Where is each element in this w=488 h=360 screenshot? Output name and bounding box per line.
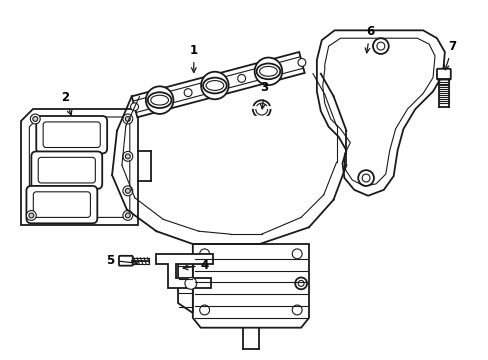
Polygon shape	[156, 254, 213, 288]
Ellipse shape	[150, 95, 168, 105]
FancyBboxPatch shape	[119, 256, 132, 266]
Circle shape	[297, 59, 305, 66]
Circle shape	[33, 117, 38, 121]
Circle shape	[125, 188, 130, 193]
Text: 4: 4	[183, 258, 208, 271]
Circle shape	[358, 170, 373, 186]
Text: 1: 1	[189, 44, 198, 72]
FancyBboxPatch shape	[38, 157, 95, 183]
Circle shape	[199, 249, 209, 259]
Text: 6: 6	[365, 25, 373, 53]
Circle shape	[30, 114, 40, 124]
Polygon shape	[192, 244, 308, 328]
Ellipse shape	[205, 81, 224, 90]
Circle shape	[254, 58, 282, 85]
Circle shape	[29, 213, 34, 218]
FancyBboxPatch shape	[33, 192, 90, 217]
Circle shape	[122, 152, 132, 161]
Circle shape	[252, 100, 270, 118]
Circle shape	[184, 89, 192, 96]
Circle shape	[376, 42, 384, 50]
Circle shape	[295, 278, 306, 289]
Circle shape	[362, 174, 369, 182]
FancyBboxPatch shape	[436, 69, 450, 80]
FancyBboxPatch shape	[43, 122, 100, 148]
Circle shape	[26, 211, 36, 220]
Circle shape	[125, 213, 130, 218]
Circle shape	[130, 103, 138, 111]
Circle shape	[184, 278, 196, 289]
Text: 2: 2	[61, 91, 72, 115]
Text: 7: 7	[444, 40, 456, 70]
Circle shape	[199, 305, 209, 315]
Text: 5: 5	[105, 254, 137, 267]
FancyBboxPatch shape	[26, 186, 97, 223]
Circle shape	[145, 86, 173, 114]
Circle shape	[255, 103, 267, 115]
FancyBboxPatch shape	[31, 152, 102, 189]
Circle shape	[292, 305, 302, 315]
Circle shape	[125, 117, 130, 121]
Circle shape	[237, 75, 245, 82]
Polygon shape	[178, 254, 192, 313]
Polygon shape	[131, 52, 304, 117]
FancyBboxPatch shape	[36, 116, 107, 153]
Circle shape	[201, 72, 228, 99]
Circle shape	[125, 154, 130, 159]
Polygon shape	[316, 30, 444, 196]
Circle shape	[122, 211, 132, 220]
Text: 3: 3	[260, 81, 268, 109]
Ellipse shape	[256, 63, 280, 79]
Ellipse shape	[259, 66, 277, 76]
Ellipse shape	[203, 78, 226, 93]
Ellipse shape	[147, 92, 171, 108]
Circle shape	[372, 38, 388, 54]
Polygon shape	[21, 109, 138, 225]
Circle shape	[298, 280, 304, 286]
Circle shape	[122, 186, 132, 196]
Circle shape	[292, 249, 302, 259]
Circle shape	[122, 114, 132, 124]
